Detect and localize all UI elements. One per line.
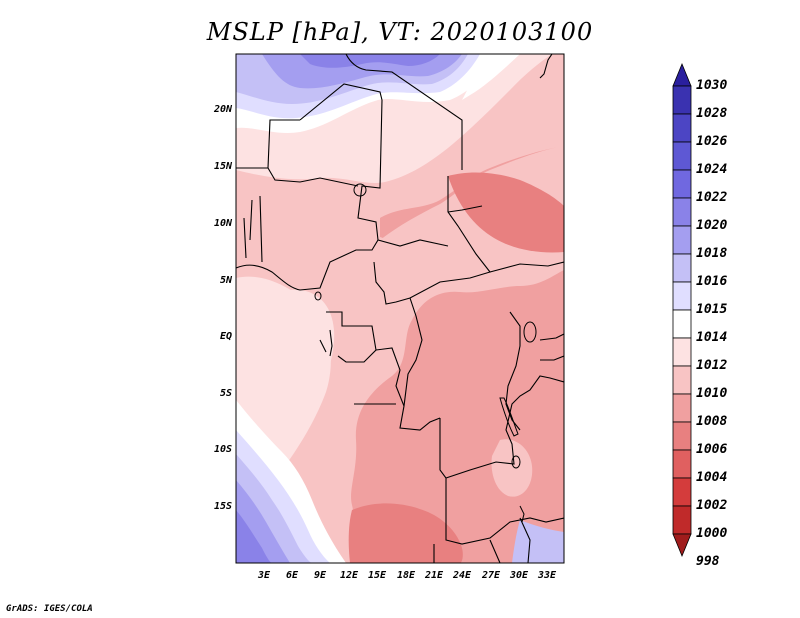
y-tick-label: 15N: [213, 161, 232, 172]
field-1006-sudan: [448, 172, 564, 253]
x-tick-label: 30E: [509, 570, 529, 581]
y-tick-label: 10S: [213, 444, 232, 455]
plot-frame: [235, 53, 565, 564]
colorbar-segment: [672, 113, 692, 143]
field-1020-north: [300, 54, 440, 68]
x-tick-label: 24E: [452, 570, 472, 581]
colorbar-label: 1024: [696, 162, 728, 177]
colorbar-segment: [672, 449, 692, 479]
field-1014-ne: [462, 54, 520, 100]
x-tick-label: 12E: [339, 570, 359, 581]
x-tick-label: 6E: [285, 570, 299, 581]
x-tick-label: 15E: [367, 570, 387, 581]
field-1016-se: [512, 520, 564, 563]
colorbar-label: 1000: [696, 526, 728, 541]
colorbar-segment: [672, 197, 692, 227]
colorbar-segment: [672, 253, 692, 283]
colorbar-label: 1030: [696, 78, 728, 93]
colorbar-segment: [672, 477, 692, 507]
colorbar-segment: [672, 393, 692, 423]
colorbar-label: 1014: [696, 330, 728, 345]
chart-title: MSLP [hPa], VT: 2020103100: [206, 18, 594, 46]
y-tick-label: 15S: [213, 501, 232, 512]
x-tick-label: 9E: [313, 570, 327, 581]
pressure-field: [236, 54, 564, 563]
y-tick-label: 10N: [213, 218, 232, 229]
colorbar-segment: [672, 337, 692, 367]
colorbar-segment: [672, 421, 692, 451]
colorbar-arrow-bottom: [672, 533, 692, 558]
colorbar-label: 1016: [696, 274, 728, 289]
colorbar-label: 1018: [696, 246, 728, 261]
colorbar-segment: [672, 85, 692, 115]
y-tick-label: EQ: [219, 331, 232, 342]
lakes: [314, 183, 537, 523]
colorbar-label: 1026: [696, 134, 728, 149]
colorbar-label: 998: [696, 554, 720, 569]
y-tick-label: 5N: [219, 275, 232, 286]
colorbar-arrow-top: [672, 62, 692, 87]
colorbar-label: 1002: [696, 498, 728, 513]
colorbar-segment: [672, 309, 692, 339]
field-1020-south: [236, 510, 272, 563]
colorbar-segment: [672, 169, 692, 199]
colorbar-label: 1022: [696, 190, 728, 205]
colorbar-segment: [672, 281, 692, 311]
x-tick-label: 27E: [481, 570, 501, 581]
colorbar-label: 1012: [696, 358, 728, 373]
colorbar-segment: [672, 225, 692, 255]
x-tick-label: 33E: [537, 570, 557, 581]
colorbar-label: 1008: [696, 414, 728, 429]
x-tick-label: 18E: [396, 570, 416, 581]
colorbar-segment: [672, 141, 692, 171]
x-tick-label: 3E: [257, 570, 271, 581]
colorbar-label: 1010: [696, 386, 728, 401]
colorbar-label: 1004: [696, 470, 728, 485]
colorbar-segment: [672, 365, 692, 395]
country-borders: [236, 54, 564, 563]
y-tick-label: 20N: [213, 104, 232, 115]
x-tick-label: 21E: [424, 570, 444, 581]
colorbar-label: 1028: [696, 106, 728, 121]
colorbar-label: 1015: [696, 302, 728, 317]
grads-credit: GrADS: IGES/COLA: [6, 604, 93, 614]
colorbar-label: 1020: [696, 218, 728, 233]
colorbar: [672, 62, 692, 558]
y-tick-label: 5S: [219, 388, 232, 399]
colorbar-label: 1006: [696, 442, 728, 457]
field-1010-gap-2: [491, 439, 533, 497]
colorbar-segment: [672, 505, 692, 535]
